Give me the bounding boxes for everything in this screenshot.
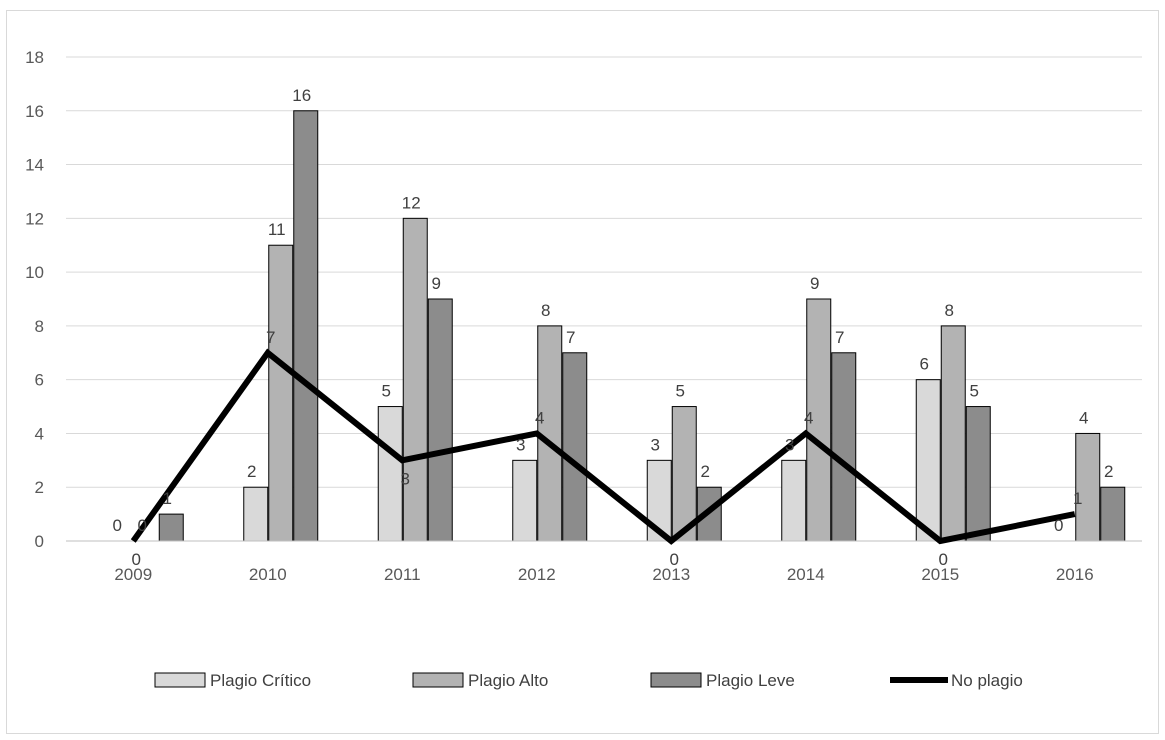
bar-data-label: 8 — [945, 301, 954, 320]
bar — [965, 406, 991, 542]
bar-data-label: 8 — [541, 301, 550, 320]
legend-swatch — [650, 672, 702, 688]
bar — [268, 244, 294, 542]
bar-data-label: 4 — [1079, 408, 1088, 427]
line-series-path — [130, 348, 1076, 545]
line-data-label: 0 — [132, 550, 141, 569]
bar — [562, 352, 588, 542]
y-tick-label: 6 — [35, 371, 44, 390]
bar-data-label: 16 — [292, 86, 311, 105]
bar-data-label: 12 — [402, 193, 421, 212]
bar-data-label: 2 — [1104, 462, 1113, 481]
line-data-label: 0 — [670, 550, 679, 569]
bar — [671, 406, 697, 542]
bar-data-label: 7 — [566, 328, 575, 347]
bar — [243, 486, 269, 542]
bar — [940, 325, 966, 542]
legend-swatch — [154, 672, 206, 688]
bar-data-label: 3 — [516, 435, 525, 454]
bar-data-label: 1 — [163, 489, 172, 508]
line-data-label: 0 — [939, 550, 948, 569]
bar-data-label: 5 — [382, 382, 391, 401]
bar-data-label: 11 — [268, 220, 286, 239]
y-tick-label: 14 — [25, 156, 44, 175]
x-tick-label: 2015 — [921, 565, 959, 584]
legend-label: Plagio Leve — [706, 671, 795, 690]
line-data-label: 3 — [401, 469, 410, 488]
legend-label: Plagio Alto — [468, 671, 548, 690]
y-tick-label: 4 — [35, 424, 44, 443]
bar — [427, 298, 453, 542]
line-data-label: 4 — [535, 408, 544, 427]
x-axis: 2009 2010 2011 2012 2013 2014 2015 2016 — [66, 540, 1142, 584]
bar-data-label: 0 — [113, 516, 122, 535]
legend: Plagio Crítico Plagio Alto Plagio Leve No p… — [154, 671, 1023, 690]
bar — [831, 352, 857, 542]
x-tick-label: 2014 — [787, 565, 825, 584]
bar-data-label: 9 — [810, 274, 819, 293]
legend-label: No plagio — [951, 671, 1023, 690]
y-tick-label: 8 — [35, 317, 44, 336]
bar-data-label: 3 — [785, 435, 794, 454]
bar-data-label: 2 — [247, 462, 256, 481]
bar-data-label: 6 — [920, 355, 929, 374]
y-tick-label: 10 — [25, 263, 44, 282]
x-tick-label: 2012 — [518, 565, 556, 584]
y-tick-label: 16 — [25, 102, 44, 121]
bar — [402, 217, 428, 542]
bar-data-label: 5 — [676, 382, 685, 401]
x-tick-label: 2010 — [249, 565, 287, 584]
line-data-label: 7 — [266, 328, 275, 347]
bar-data-label: 3 — [651, 435, 660, 454]
bar — [293, 110, 319, 542]
x-tick-label: 2009 — [114, 565, 152, 584]
y-tick-label: 18 — [25, 48, 44, 67]
bar — [512, 459, 538, 542]
legend-label: Plagio Crítico — [210, 671, 311, 690]
bar-data-label: 7 — [835, 328, 844, 347]
x-tick-label: 2016 — [1056, 565, 1094, 584]
bar — [806, 298, 832, 542]
bar-data-label: 2 — [701, 462, 710, 481]
bar — [915, 379, 941, 542]
line-series — [130, 348, 1076, 545]
y-tick-label: 0 — [35, 532, 44, 551]
y-tick-label: 2 — [35, 478, 44, 497]
y-tick-label: 12 — [25, 209, 44, 228]
bars — [158, 110, 1126, 542]
bar-data-label: 0 — [138, 516, 147, 535]
bar — [781, 459, 807, 542]
bar-data-label: 9 — [432, 274, 441, 293]
bar-data-label: 0 — [1054, 516, 1063, 535]
bar-data-label: 5 — [970, 382, 979, 401]
line-data-label: 1 — [1073, 489, 1082, 508]
bar — [158, 513, 184, 542]
bar — [1075, 432, 1101, 542]
x-tick-label: 2013 — [652, 565, 690, 584]
bar — [377, 406, 403, 542]
legend-swatch — [412, 672, 464, 688]
y-axis: 0 2 4 6 8 10 12 14 16 18 — [25, 48, 44, 551]
x-tick-label: 2011 — [384, 565, 421, 584]
line-data-label: 4 — [804, 408, 813, 427]
bar — [1100, 486, 1126, 542]
